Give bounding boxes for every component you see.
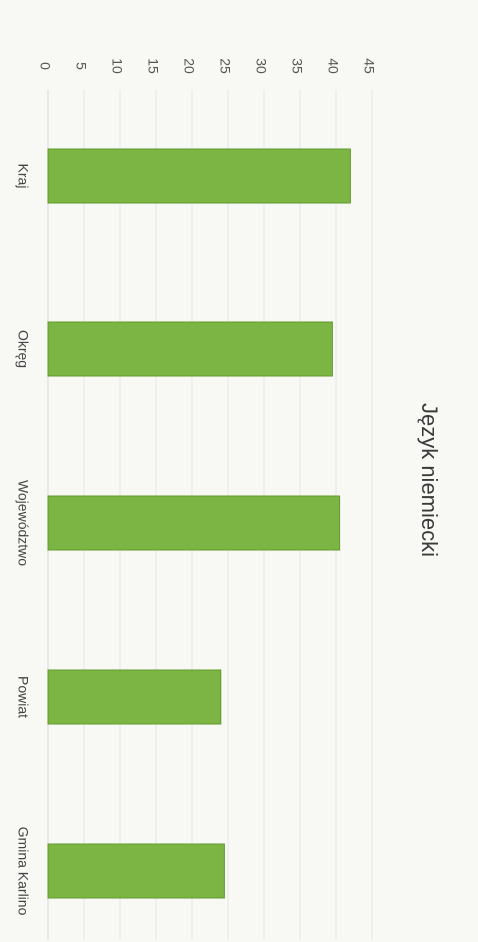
category-label: Kraj xyxy=(15,164,31,189)
bar-kraj xyxy=(47,148,351,204)
value-tick-label: 45 xyxy=(361,58,377,74)
category-label: Województwo xyxy=(15,480,31,566)
value-tick-label: 10 xyxy=(109,58,125,74)
chart-title: Język niemiecki xyxy=(417,403,442,557)
category-label: Okręg xyxy=(15,330,31,368)
value-tick-labels: 0 5 10 15 20 25 30 35 40 45 xyxy=(37,58,377,74)
value-tick-label: 0 xyxy=(37,62,53,70)
value-tick-label: 20 xyxy=(181,58,197,74)
value-tick-label: 30 xyxy=(253,58,269,74)
bars xyxy=(47,148,351,899)
value-tick-label: 5 xyxy=(73,62,89,70)
value-tick-label: 40 xyxy=(325,58,341,74)
value-tick-label: 15 xyxy=(145,58,161,74)
bar-województwo xyxy=(47,495,341,551)
value-tick-label: 35 xyxy=(289,58,305,74)
bar-okręg xyxy=(47,321,333,377)
value-tick-label: 25 xyxy=(217,58,233,74)
category-labels: Kraj Okręg Województwo Powiat Gmina Karlino xyxy=(15,164,31,916)
category-label: Gmina Karlino xyxy=(15,827,31,916)
bar-gmina-karlino xyxy=(47,843,225,899)
category-label: Powiat xyxy=(15,676,31,718)
bar-powiat xyxy=(47,669,222,725)
